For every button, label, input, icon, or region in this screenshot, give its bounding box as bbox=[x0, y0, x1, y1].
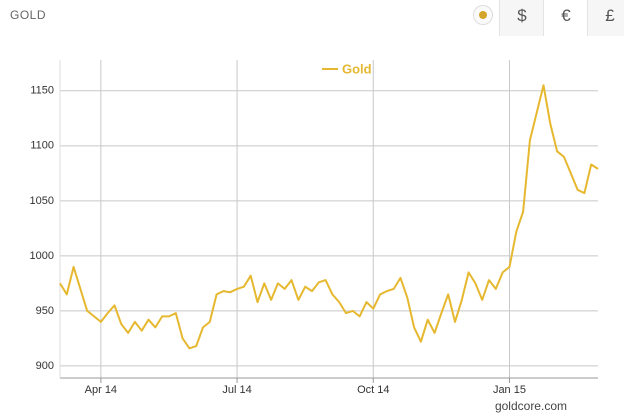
legend-label: Gold bbox=[342, 61, 372, 76]
y-tick-label: 1050 bbox=[30, 195, 54, 207]
y-tick-label: 950 bbox=[36, 305, 54, 317]
header-title: GOLD bbox=[10, 8, 47, 22]
y-tick-label: 1150 bbox=[30, 85, 54, 97]
currency-button[interactable]: € bbox=[543, 0, 588, 36]
x-tick-label: Apr 14 bbox=[85, 384, 117, 396]
x-tick-label: Jan 15 bbox=[493, 384, 526, 396]
currency-button[interactable]: $ bbox=[499, 0, 544, 36]
y-tick-label: 1100 bbox=[30, 140, 54, 152]
y-tick-label: 900 bbox=[36, 360, 54, 372]
gold-toggle[interactable] bbox=[473, 5, 493, 25]
x-tick-label: Jul 14 bbox=[222, 384, 251, 396]
series-line bbox=[59, 84, 599, 350]
y-tick-label: 1000 bbox=[30, 250, 54, 262]
currency-button[interactable]: £ bbox=[587, 0, 624, 36]
x-tick-label: Oct 14 bbox=[357, 384, 389, 396]
source: goldcore.com bbox=[495, 399, 567, 413]
